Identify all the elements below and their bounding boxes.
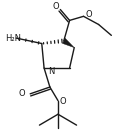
Text: H₂N: H₂N bbox=[5, 34, 20, 43]
Text: N: N bbox=[47, 67, 54, 76]
Text: O: O bbox=[18, 89, 25, 98]
Text: O: O bbox=[59, 97, 66, 106]
Text: O: O bbox=[52, 2, 59, 11]
Polygon shape bbox=[62, 38, 74, 48]
Text: O: O bbox=[85, 10, 91, 19]
